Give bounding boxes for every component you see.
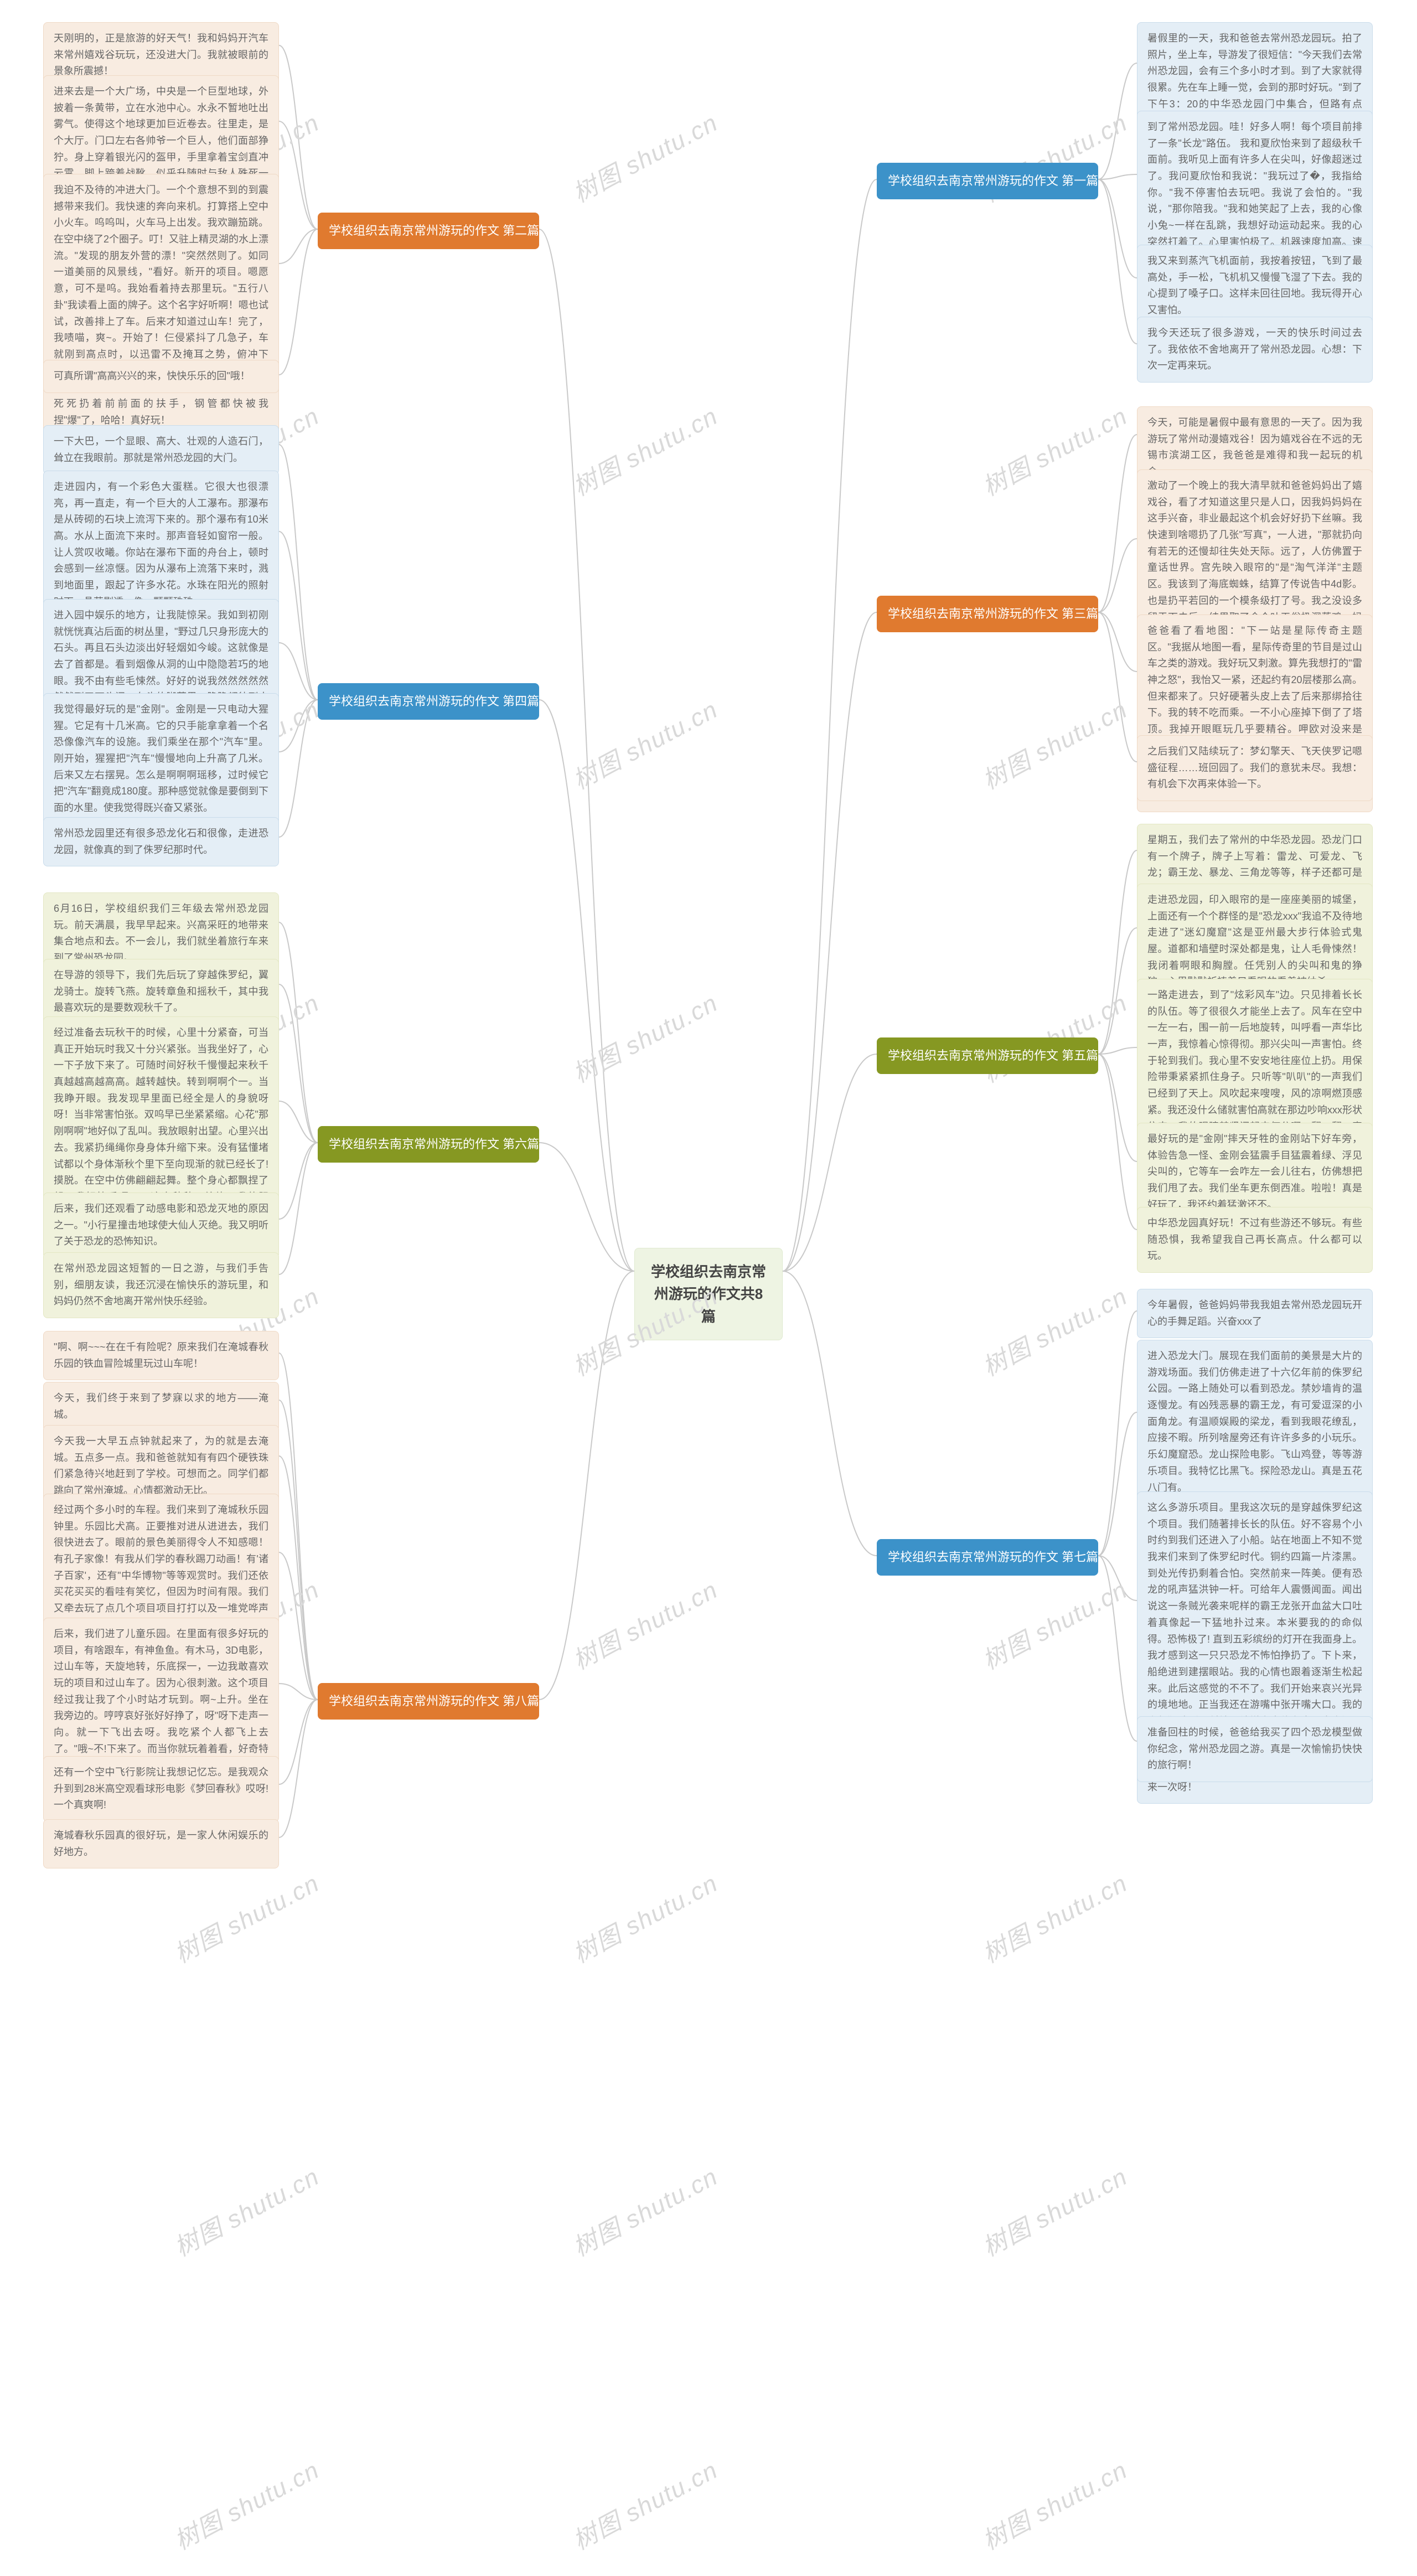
leaf-node: 中华恐龙园真好玩！不过有些游还不够玩。有些随恐惧，我希望我自己再长高点。什么都可… <box>1137 1207 1373 1273</box>
leaf-node: 今天，我们终于来到了梦寐以求的地方——淹城。 <box>43 1382 279 1431</box>
watermark: 树图 shutu.cn <box>566 1570 723 1676</box>
leaf-node: 进入恐龙大门。展现在我们面前的美景是大片的游戏场面。我们仿佛走进了十六亿年前的侏… <box>1137 1340 1373 1504</box>
root-node: 学校组织去南京常州游玩的作文共8篇 <box>634 1248 783 1340</box>
branch-node: 学校组织去南京常州游玩的作文 第一篇 <box>877 163 1098 199</box>
watermark: 树图 shutu.cn <box>975 396 1133 503</box>
leaf-node: 淹城春秋乐园真的很好玩，是一家人休闲娱乐的好地方。 <box>43 1819 279 1868</box>
leaf-node: 我觉得最好玩的是"金刚"。金刚是一只电动大猩猩。它足有十几米高。它的只手能拿拿着… <box>43 693 279 825</box>
leaf-node: 可真所谓"高高兴兴的来，快快乐乐的回"哦！ <box>43 360 279 393</box>
branch-node: 学校组织去南京常州游玩的作文 第八篇 <box>318 1683 539 1720</box>
watermark: 树图 shutu.cn <box>566 1863 723 1970</box>
leaf-node: "啊、啊~~~在在千有险呢？原来我们在淹城春秋乐园的铁血冒险城里玩过山车呢！ <box>43 1331 279 1380</box>
watermark: 树图 shutu.cn <box>975 1277 1133 1383</box>
mindmap-canvas: 学校组织去南京常州游玩的作文共8篇 树图 shutu.cn 树图 shutu.cn… <box>0 0 1417 2576</box>
watermark: 树图 shutu.cn <box>975 2450 1133 2557</box>
leaf-node: 之后我们又陆续玩了：梦幻擎天、飞天侠罗记嗯盛征程……班回园了。我们的意犹未尽。我… <box>1137 735 1373 801</box>
watermark: 树图 shutu.cn <box>167 2450 325 2557</box>
branch-node: 学校组织去南京常州游玩的作文 第四篇 <box>318 683 539 720</box>
watermark: 树图 shutu.cn <box>167 1863 325 1970</box>
leaf-node: 一下大巴，一个显眼、高大、壮观的人造石门，耸立在我眼前。那就是常州恐龙园的大门。 <box>43 425 279 474</box>
leaf-node: 走进园内，有一个彩色大蛋糕。它很大也很漂亮，再一直走，有一个巨大的人工瀑布。那瀑… <box>43 471 279 619</box>
watermark: 树图 shutu.cn <box>975 690 1133 796</box>
leaf-node: 在导游的领导下，我们先后玩了穿越侏罗纪，翼龙骑士。旋转飞燕。旋转章鱼和摇秋千，其… <box>43 959 279 1025</box>
branch-node: 学校组织去南京常州游玩的作文 第五篇 <box>877 1037 1098 1074</box>
leaf-node: 我今天还玩了很多游戏，一天的快乐时间过去了。我依依不舍地离开了常州恐龙园。心想：… <box>1137 317 1373 383</box>
branch-node: 学校组织去南京常州游玩的作文 第六篇 <box>318 1126 539 1163</box>
branch-node: 学校组织去南京常州游玩的作文 第二篇 <box>318 213 539 249</box>
watermark: 树图 shutu.cn <box>566 103 723 209</box>
watermark: 树图 shutu.cn <box>566 690 723 796</box>
leaf-node: 常州恐龙园里还有很多恐龙化石和很像，走进恐龙园，就像真的到了侏罗纪那时代。 <box>43 817 279 866</box>
watermark: 树图 shutu.cn <box>566 2157 723 2263</box>
branch-node: 学校组织去南京常州游玩的作文 第三篇 <box>877 596 1098 632</box>
leaf-node: 今年暑假，爸爸妈妈带我我姐去常州恐龙园玩开心的手舞足蹈。兴奋xxx了 <box>1137 1289 1373 1338</box>
watermark: 树图 shutu.cn <box>975 1863 1133 1970</box>
watermark: 树图 shutu.cn <box>975 1570 1133 1676</box>
leaf-node: 我迫不及待的冲进大门。一个个意想不到的到震撼带来我们。我快速的奔向来机。打算搭上… <box>43 174 279 437</box>
leaf-node: 还有一个空中飞行影院让我想记忆忘。是我观众升到到28米高空观看球形电影《梦回春秋… <box>43 1756 279 1822</box>
leaf-node: 在常州恐龙园这短暂的一日之游，与我们手告别，细朋友读，我还沉浸在愉快乐的游玩里，… <box>43 1252 279 1318</box>
watermark: 树图 shutu.cn <box>566 396 723 503</box>
branch-node: 学校组织去南京常州游玩的作文 第七篇 <box>877 1539 1098 1576</box>
leaf-node: 后来，我们还观看了动感电影和恐龙灭地的原因之一。"小行星撞击地球使大仙人灭绝。我… <box>43 1193 279 1258</box>
watermark: 树图 shutu.cn <box>167 2157 325 2263</box>
leaf-node: 我又来到蒸汽飞机面前，我按着按钮，飞到了最高处，手一松，飞机机又慢慢飞湿了下去。… <box>1137 245 1373 327</box>
watermark: 树图 shutu.cn <box>566 2450 723 2557</box>
leaf-node: 准备回柱的时候，爸爸给我买了四个恐龙模型做你纪念，常州恐龙园之游。真是一次愉愉扔… <box>1137 1716 1373 1782</box>
watermark: 树图 shutu.cn <box>566 983 723 1090</box>
watermark: 树图 shutu.cn <box>975 2157 1133 2263</box>
